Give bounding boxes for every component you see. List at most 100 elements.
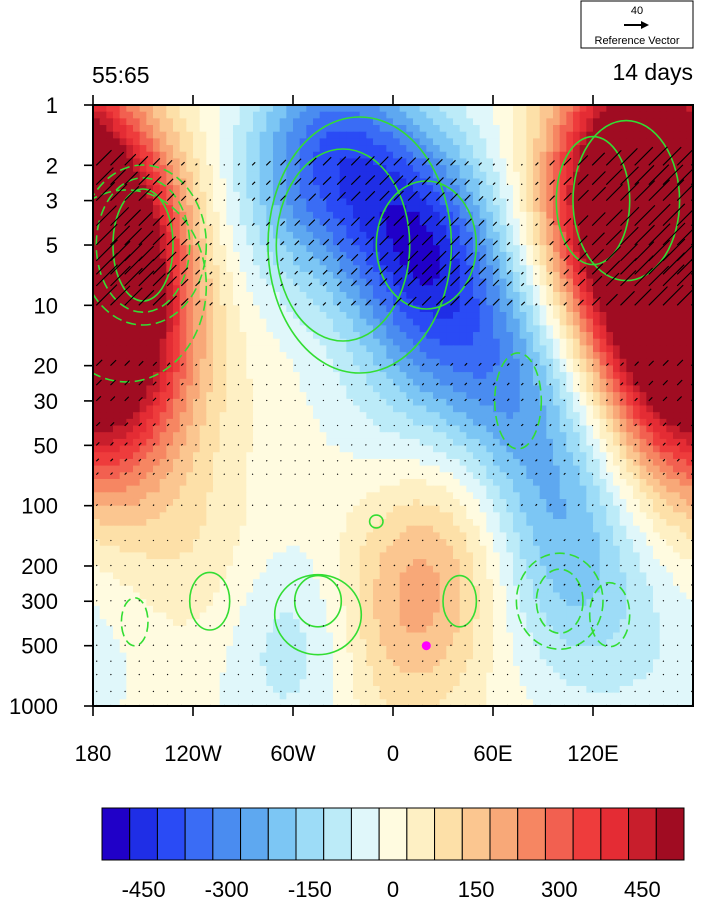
heatmap-cell	[313, 425, 321, 433]
heatmap-cell	[453, 111, 461, 119]
heatmap-cell	[179, 211, 187, 220]
heatmap-cell	[346, 125, 354, 133]
heatmap-cell	[559, 138, 567, 146]
heatmap-cell	[533, 398, 541, 407]
heatmap-cell	[499, 145, 507, 153]
heatmap-cell	[459, 438, 467, 447]
heatmap-cell	[206, 165, 214, 173]
heatmap-cell	[146, 171, 154, 180]
heatmap-cell	[413, 345, 421, 353]
heatmap-cell	[486, 352, 494, 360]
heatmap-cell	[579, 405, 587, 413]
heatmap-cell	[413, 171, 421, 180]
heatmap-cell	[413, 238, 421, 246]
heatmap-cell	[126, 231, 134, 240]
heatmap-cell	[659, 111, 667, 119]
heatmap-cell	[446, 278, 454, 286]
heatmap-cell	[366, 225, 374, 233]
heatmap-cell	[333, 138, 341, 146]
heatmap-cell	[553, 111, 561, 119]
heatmap-cell	[339, 211, 347, 220]
heatmap-cell	[253, 138, 261, 146]
heatmap-cell	[599, 138, 607, 146]
heatmap-cell	[159, 191, 167, 200]
heatmap-cell	[326, 325, 334, 333]
heatmap-cell	[266, 332, 274, 340]
heatmap-cell	[386, 251, 394, 260]
heatmap-cell	[346, 445, 354, 453]
heatmap-cell	[553, 432, 561, 440]
heatmap-cell	[146, 452, 154, 460]
heatmap-cell	[346, 318, 354, 326]
heatmap-cell	[499, 405, 507, 413]
heatmap-cell	[686, 432, 693, 440]
heatmap-cell	[333, 271, 341, 280]
heatmap-cell	[173, 191, 181, 200]
heatmap-cell	[366, 291, 374, 300]
heatmap-cell	[573, 418, 581, 427]
heatmap-cell	[159, 245, 167, 253]
heatmap-cell	[99, 191, 107, 200]
heatmap-cell	[626, 372, 634, 380]
heatmap-cell	[113, 332, 121, 340]
heatmap-cell	[666, 345, 674, 353]
heatmap-cell	[153, 332, 161, 340]
heatmap-cell	[479, 185, 487, 193]
heatmap-cell	[393, 278, 401, 286]
heatmap-cell	[193, 205, 201, 213]
heatmap-cell	[166, 118, 174, 126]
heatmap-cell	[379, 238, 387, 246]
heatmap-cell	[119, 458, 127, 467]
heatmap-cell	[406, 165, 414, 173]
heatmap-cell	[653, 318, 661, 326]
heatmap-cell	[486, 305, 494, 313]
heatmap-cell	[479, 178, 487, 186]
heatmap-cell	[373, 265, 381, 273]
heatmap-cell	[246, 245, 254, 253]
heatmap-cell	[179, 131, 187, 139]
heatmap-cell	[599, 231, 607, 240]
heatmap-cell	[99, 332, 107, 340]
heatmap-cell	[266, 412, 274, 420]
heatmap-cell	[433, 385, 441, 393]
heatmap-cell	[379, 198, 387, 206]
heatmap-cell	[266, 425, 274, 433]
heatmap-cell	[359, 352, 367, 360]
heatmap-cell	[586, 211, 594, 220]
heatmap-cell	[533, 138, 541, 146]
heatmap-cell	[379, 285, 387, 293]
heatmap-cell	[186, 118, 194, 126]
heatmap-cell	[433, 378, 441, 387]
heatmap-cell	[219, 258, 227, 266]
heatmap-cell	[433, 425, 441, 433]
heatmap-cell	[666, 125, 674, 133]
heatmap-cell	[239, 225, 247, 233]
heatmap-cell	[113, 151, 121, 160]
heatmap-cell	[233, 245, 241, 253]
heatmap-cell	[619, 418, 627, 427]
heatmap-cell	[419, 358, 427, 367]
heatmap-cell	[353, 405, 361, 413]
heatmap-cell	[586, 278, 594, 286]
heatmap-cell	[673, 332, 681, 340]
heatmap-cell	[666, 465, 674, 473]
heatmap-cell	[679, 271, 687, 280]
heatmap-cell	[206, 438, 214, 447]
heatmap-cell	[213, 171, 221, 180]
heatmap-cell	[513, 111, 521, 119]
heatmap-cell	[366, 338, 374, 346]
heatmap-cell	[673, 231, 681, 240]
heatmap-cell	[419, 131, 427, 139]
heatmap-cell	[106, 472, 114, 480]
heatmap-cell	[373, 258, 381, 266]
heatmap-cell	[453, 378, 461, 387]
heatmap-cell	[186, 465, 194, 473]
heatmap-cell	[579, 198, 587, 206]
heatmap-cell	[293, 151, 301, 160]
heatmap-cell	[393, 271, 401, 280]
heatmap-cell	[126, 438, 134, 447]
heatmap-cell	[106, 198, 114, 206]
heatmap-cell	[679, 405, 687, 413]
heatmap-cell	[333, 338, 341, 346]
heatmap-cell	[379, 325, 387, 333]
